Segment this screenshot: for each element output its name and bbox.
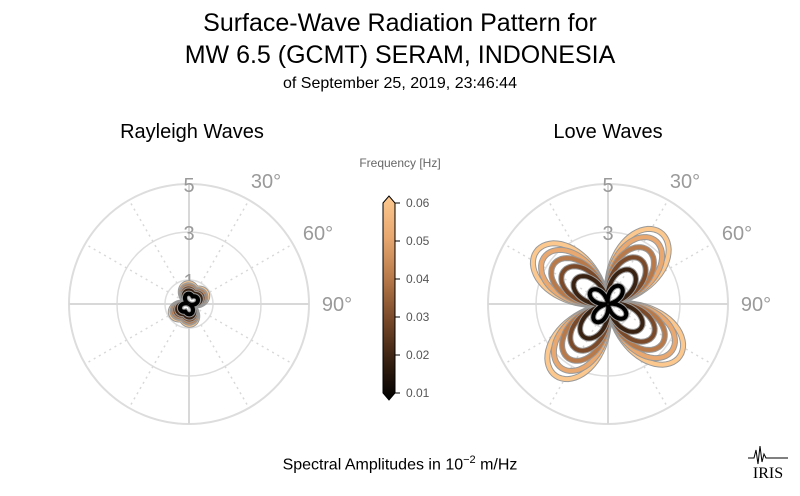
grid-spoke xyxy=(84,243,190,305)
footer-prefix: Spectral Amplitudes in 10 xyxy=(282,456,464,474)
footer-units: Spectral Amplitudes in 10−2 m/Hz xyxy=(0,454,800,474)
iris-logo: IRIS xyxy=(748,445,788,482)
rayleigh-panel-title: Rayleigh Waves xyxy=(120,121,264,143)
love-panel-title: Love Waves xyxy=(553,121,663,143)
chart-title-line1: Surface-Wave Radiation Pattern for xyxy=(203,9,597,37)
angle-tick-label: 60° xyxy=(722,223,752,245)
angle-tick-label: 90° xyxy=(322,294,352,316)
colorbar-title: Frequency [Hz] xyxy=(359,156,441,170)
colorbar-bar xyxy=(382,195,396,401)
colorbar-tick-label: 0.01 xyxy=(406,386,430,400)
rayleigh-polar-plot: 135 30°60°90° xyxy=(68,171,352,425)
footer-unit: m/Hz xyxy=(475,456,518,474)
radiation-lobe xyxy=(587,283,629,325)
colorbar-tick-label: 0.03 xyxy=(406,310,430,324)
chart-subtitle: of September 25, 2019, 23:46:44 xyxy=(283,75,517,92)
colorbar: 0.06 0.05 0.04 0.03 0.02 0.01 xyxy=(382,195,430,401)
angle-tick-label: 60° xyxy=(303,223,333,245)
iris-logo-text: IRIS xyxy=(753,465,783,482)
colorbar-tick-label: 0.04 xyxy=(406,272,430,286)
angle-tick-label: 30° xyxy=(670,171,700,193)
angle-tick-label: 90° xyxy=(741,294,771,316)
angle-tick-label: 30° xyxy=(251,171,281,193)
radial-tick-label: 5 xyxy=(183,175,194,197)
colorbar-tick-label: 0.02 xyxy=(406,348,430,362)
radial-tick-label: 3 xyxy=(183,223,194,245)
grid-spoke xyxy=(188,303,294,365)
radiation-lobe xyxy=(177,291,201,317)
radial-tick-label: 5 xyxy=(602,175,613,197)
radial-tick-label: 3 xyxy=(602,223,613,245)
footer-exponent: −2 xyxy=(463,454,476,466)
colorbar-tick-label: 0.05 xyxy=(406,234,430,248)
love-polar-plot: 3 5 30° 60° 90° xyxy=(487,171,771,425)
colorbar-tick-label: 0.06 xyxy=(406,196,430,210)
chart-title-line2: MW 6.5 (GCMT) SERAM, INDONESIA xyxy=(184,41,616,69)
